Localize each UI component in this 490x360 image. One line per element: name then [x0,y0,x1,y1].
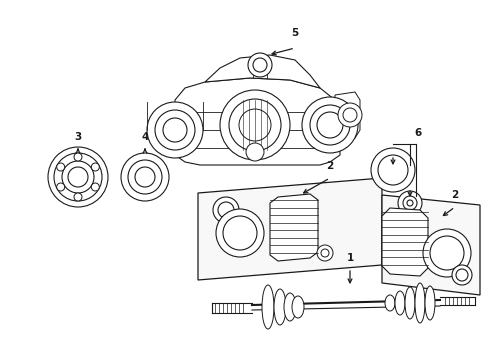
Circle shape [213,197,239,223]
Circle shape [452,265,472,285]
Circle shape [371,148,415,192]
Circle shape [74,153,82,161]
Circle shape [57,163,65,171]
Circle shape [338,103,362,127]
Circle shape [403,196,417,210]
Circle shape [68,167,88,187]
Circle shape [223,216,257,250]
Polygon shape [382,208,428,276]
Circle shape [398,191,422,215]
Circle shape [91,183,99,191]
Text: 3: 3 [74,132,82,142]
Circle shape [317,112,343,138]
Circle shape [128,160,162,194]
Polygon shape [175,78,340,165]
Text: 5: 5 [292,28,298,38]
Circle shape [378,155,408,185]
Ellipse shape [395,291,405,315]
Ellipse shape [284,293,296,321]
Circle shape [62,161,94,193]
Ellipse shape [292,296,304,318]
Circle shape [57,183,65,191]
Circle shape [135,167,155,187]
Ellipse shape [262,285,274,329]
Circle shape [246,143,264,161]
Circle shape [163,118,187,142]
Ellipse shape [274,289,286,325]
Polygon shape [205,55,320,88]
Circle shape [253,58,267,72]
Text: 1: 1 [346,253,354,263]
Polygon shape [270,194,318,261]
Circle shape [310,105,350,145]
Circle shape [229,99,281,151]
Circle shape [430,236,464,270]
Circle shape [248,53,272,77]
Circle shape [121,153,169,201]
Circle shape [239,109,271,141]
Circle shape [54,153,102,201]
Circle shape [423,229,471,277]
Text: 2: 2 [451,190,459,200]
Polygon shape [335,92,360,138]
Ellipse shape [405,287,415,319]
Polygon shape [382,195,480,295]
Ellipse shape [425,286,435,320]
Circle shape [147,102,203,158]
Circle shape [74,193,82,201]
Circle shape [343,108,357,122]
Circle shape [302,97,358,153]
Circle shape [155,110,195,150]
Circle shape [218,202,234,218]
Text: 6: 6 [415,128,421,138]
Ellipse shape [415,283,425,323]
Circle shape [220,90,290,160]
Circle shape [407,200,413,206]
Text: 2: 2 [326,161,334,171]
Circle shape [216,209,264,257]
Circle shape [48,147,108,207]
Text: 4: 4 [141,132,148,142]
Ellipse shape [385,295,395,311]
Circle shape [321,249,329,257]
Polygon shape [198,178,382,280]
Circle shape [91,163,99,171]
Circle shape [456,269,468,281]
Circle shape [317,245,333,261]
